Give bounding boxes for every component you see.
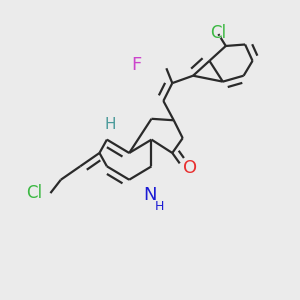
Text: Cl: Cl — [26, 184, 42, 202]
Text: Cl: Cl — [210, 24, 226, 42]
Text: F: F — [129, 53, 145, 77]
Text: O: O — [183, 159, 197, 177]
Text: O: O — [180, 156, 200, 180]
Text: H: H — [101, 115, 118, 135]
Text: Cl: Cl — [206, 22, 230, 43]
Text: Cl: Cl — [22, 183, 46, 203]
Text: F: F — [131, 56, 142, 74]
Text: H: H — [154, 197, 169, 215]
Text: N: N — [143, 186, 157, 204]
Text: N: N — [140, 183, 160, 207]
Text: H: H — [104, 117, 116, 132]
Text: H: H — [154, 200, 164, 213]
